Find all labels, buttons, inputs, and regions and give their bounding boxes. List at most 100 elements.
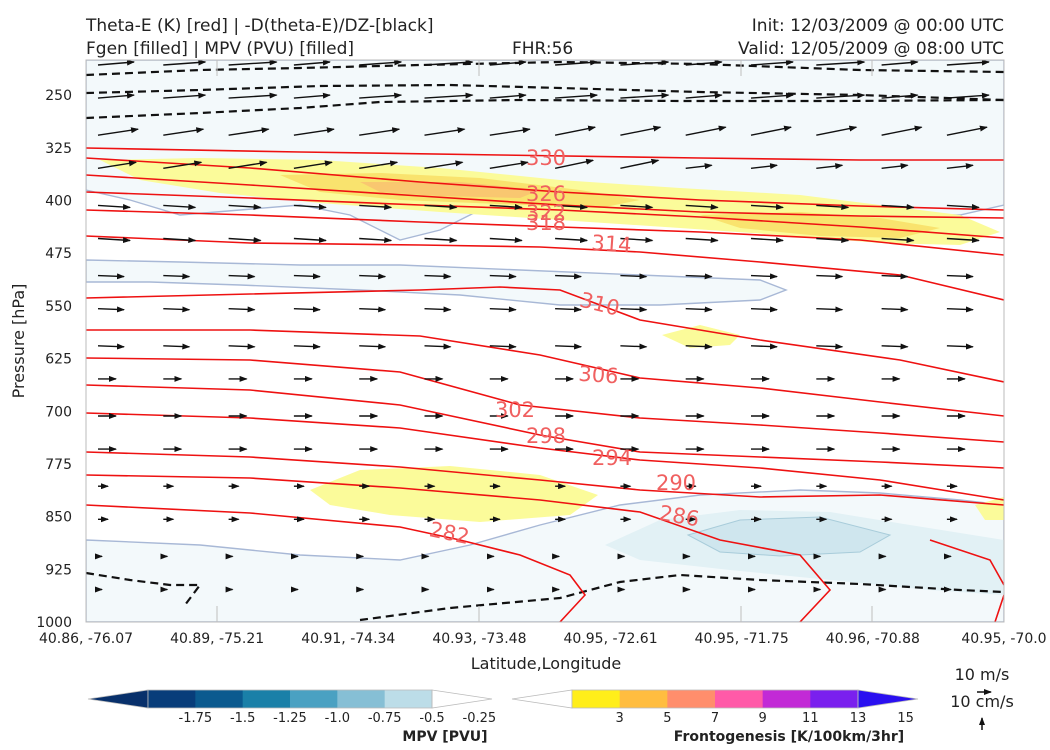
wind-vector: [881, 203, 915, 210]
wind-vector: [555, 203, 589, 210]
wind-vector: [97, 343, 125, 350]
wind-vectors: [95, 60, 990, 593]
wind-vector: [620, 306, 648, 313]
theta-e-label: 318: [526, 211, 566, 235]
colorbar-tick-label: 15: [897, 711, 914, 726]
wind-vector: [620, 203, 654, 210]
y-tick-label: 325: [45, 141, 72, 157]
colorbar-mpv-title: MPV [PVU]: [402, 729, 487, 745]
y-axis-ticks: 250 325 400 475 550 625 700 775 850 925 1000: [36, 88, 72, 631]
wind-vector: [359, 60, 403, 66]
y-tick-label: 700: [45, 404, 72, 420]
wind-vector: [489, 306, 517, 313]
wind-vector: [424, 60, 474, 66]
wind-vector: [750, 306, 778, 313]
colorbar-tick-label: -1.5: [230, 711, 255, 726]
colorbar-tick-label: -0.5: [419, 711, 444, 726]
theta-e-label: 302: [495, 398, 535, 422]
theta-e-line: [86, 357, 1004, 443]
wind-vector: [163, 343, 191, 350]
theta-e-line: [86, 286, 1004, 383]
wind-vector: [163, 203, 197, 210]
wind-vector: [489, 60, 527, 66]
wind-vector: [816, 92, 866, 99]
colorbar-fgen: 3 5 7 9 11 13 15: [511, 689, 919, 726]
theta-e-label: 330: [526, 146, 566, 170]
wind-vector: [228, 273, 256, 280]
theta-e-contours: [86, 147, 1004, 622]
colorbar-extend-right: [431, 689, 493, 709]
colorbar-segment: [619, 690, 668, 708]
wind-vector: [97, 203, 131, 210]
y-tick-label: 550: [45, 299, 72, 315]
wind-vector: [881, 343, 909, 350]
wind-vector: [750, 125, 792, 136]
colorbar-segment: [242, 690, 291, 708]
x-tick-label: 40.89, -75.21: [170, 631, 264, 647]
theta-e-line: [86, 174, 1004, 219]
wind-vector: [816, 237, 850, 244]
wind-vector: [816, 343, 844, 350]
wind-vector: [750, 203, 784, 210]
x-tick-marks: [216, 60, 873, 622]
colorbar-extend-right: [857, 689, 919, 709]
wind-vector: [946, 92, 990, 99]
y-tick-label: 925: [45, 562, 72, 578]
wind-vector: [750, 163, 778, 170]
colorbar-segment: [572, 690, 621, 708]
wind-vector: [359, 273, 387, 280]
wind-vector: [489, 127, 531, 136]
wind-vector: [359, 92, 403, 99]
wind-vector: [359, 203, 393, 210]
wind-vector: [97, 306, 125, 313]
theta-e-line: [86, 191, 1004, 239]
wind-vector: [359, 237, 393, 244]
init-time: Init: 12/03/2009 @ 00:00 UTC: [752, 16, 1004, 36]
y-tick-label: 1000: [36, 615, 72, 631]
wind-vector: [946, 125, 988, 136]
colorbar-segment: [715, 690, 764, 708]
colorbar-fgen-title: Frontogenesis [K/100km/3hr]: [674, 729, 904, 745]
wind-vector: [489, 203, 523, 210]
colorbar-tick-label: -0.75: [368, 711, 402, 726]
wind-vector: [424, 343, 452, 350]
wind-vector: [554, 125, 597, 136]
wind-vector: [489, 92, 527, 99]
wind-vector: [424, 237, 458, 244]
wind-vector: [620, 125, 662, 136]
wind-vector: [293, 237, 327, 244]
theta-e-line: [86, 412, 1004, 501]
plot-frame: [85, 59, 1005, 623]
colorbar-segment: [195, 690, 244, 708]
wind-vector: [293, 60, 331, 66]
wind-vector: [293, 127, 335, 136]
theta-e-label: 298: [526, 424, 566, 448]
valid-time: Valid: 12/05/2009 @ 08:00 UTC: [738, 39, 1004, 59]
colorbar-segment: [762, 690, 811, 708]
wind-vector: [555, 237, 589, 244]
stability-line: [86, 571, 203, 606]
colorbar-mpv: -1.75 -1.5 -1.25 -1.0 -0.75 -0.5 -0.25: [87, 689, 497, 726]
wind-vector: [359, 306, 387, 313]
colorbar-segment: [148, 690, 196, 708]
wind-vector: [163, 273, 191, 280]
wind-vector: [685, 92, 723, 99]
wind-vector: [685, 163, 713, 170]
fgen-fill-lower-right: [975, 497, 1004, 520]
wind-vector: [946, 306, 974, 313]
colorbar-frame: [571, 689, 859, 709]
colorbar-tick-label: -0.25: [463, 711, 497, 726]
theta-e-line: [929, 539, 1004, 586]
wind-vector: [946, 237, 980, 244]
colorbar-segment: [384, 690, 433, 708]
y-tick-label: 475: [45, 246, 72, 262]
wind-vector: [685, 125, 727, 136]
wind-vector: [293, 203, 327, 210]
theta-e-line: [86, 235, 1004, 301]
wind-vector: [881, 92, 919, 99]
wind-vector: [685, 273, 713, 280]
wind-vector: [97, 60, 135, 66]
wind-vector: [816, 203, 850, 210]
colorbar-tick-label: -1.0: [325, 711, 350, 726]
x-tick-label: 40.86, -76.07: [39, 631, 133, 647]
